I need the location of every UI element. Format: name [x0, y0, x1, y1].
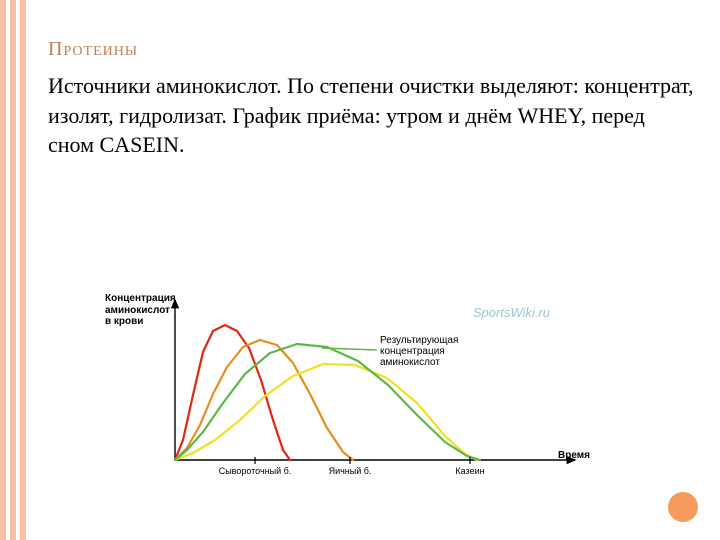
slide-body: Источники аминокислот. По степени очистк… — [48, 71, 695, 160]
decor-dot — [668, 492, 698, 522]
decor-stripe — [0, 0, 6, 540]
decor-stripe — [10, 0, 16, 540]
x-tick-label: Казеин — [455, 466, 484, 476]
chart: Концентрацияаминокислотв крови Результир… — [105, 290, 605, 500]
watermark: SportsWiki.ru — [473, 305, 550, 320]
chart-svg — [105, 290, 605, 490]
decor-stripe — [20, 0, 26, 540]
content-area: Протеины Источники аминокислот. По степе… — [48, 38, 695, 160]
x-tick-label: Яичный б. — [329, 466, 372, 476]
x-tick-label: Сывороточный б. — [219, 466, 292, 476]
slide-title: Протеины — [48, 38, 695, 61]
chart-annotation: Результирующаяконцентрацияаминокислот — [380, 335, 458, 368]
x-axis-label: Время — [558, 450, 590, 461]
